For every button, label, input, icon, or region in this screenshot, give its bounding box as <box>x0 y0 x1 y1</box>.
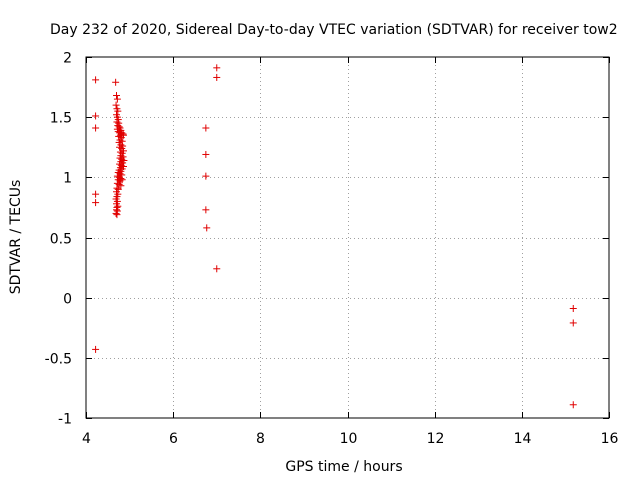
data-point <box>112 78 120 86</box>
x-tick-label: 14 <box>514 431 532 447</box>
data-point <box>569 304 577 312</box>
x-tick-label: 12 <box>427 431 445 447</box>
data-point <box>202 150 210 158</box>
data-point <box>569 401 577 409</box>
data-point <box>92 199 100 207</box>
data-point <box>202 206 210 214</box>
data-point <box>112 209 120 217</box>
data-point <box>202 172 210 180</box>
y-tick-labels: -1 -0.5 0 0.5 1 1.5 2 <box>45 51 72 428</box>
x-tick-label: 16 <box>601 431 619 447</box>
data-point <box>113 211 121 219</box>
data-point <box>119 131 127 139</box>
y-tick-label: 1 <box>63 171 72 187</box>
data-point <box>112 101 120 109</box>
y-tick-label: -1 <box>58 412 72 428</box>
data-point <box>92 76 100 84</box>
data-point <box>113 92 121 100</box>
data-point <box>117 182 125 190</box>
data-point <box>116 160 124 168</box>
y-tick-label: 1.5 <box>50 111 72 127</box>
y-tick-label: 0.5 <box>50 232 72 248</box>
data-point <box>115 181 123 189</box>
data-point <box>203 224 211 232</box>
x-tick-label: 6 <box>169 431 178 447</box>
x-tick-label: 8 <box>256 431 265 447</box>
data-point <box>92 112 100 120</box>
data-point <box>569 319 577 327</box>
y-tick-label: 0 <box>63 292 72 308</box>
data-point <box>92 190 100 198</box>
data-point <box>213 64 221 72</box>
x-tick-label: 4 <box>82 431 91 447</box>
grid-lines <box>86 57 609 418</box>
data-point <box>114 107 122 115</box>
data-points <box>92 64 577 409</box>
axis-ticks <box>86 57 610 419</box>
data-point <box>113 95 121 103</box>
data-point <box>113 118 121 126</box>
x-tick-labels: 4 6 8 10 12 14 16 <box>82 431 618 447</box>
y-axis-label: SDTVAR / TECUs <box>8 180 24 295</box>
data-point <box>213 265 221 273</box>
plot-frame <box>85 56 610 419</box>
data-point <box>213 73 221 81</box>
chart-title: Day 232 of 2020, Sidereal Day-to-day VTE… <box>50 22 618 38</box>
data-point <box>92 124 100 132</box>
data-point <box>92 345 100 353</box>
y-tick-label: 2 <box>63 51 72 67</box>
x-axis-label: GPS time / hours <box>285 459 402 475</box>
y-tick-label: -0.5 <box>45 352 72 368</box>
data-point <box>202 124 210 132</box>
data-point <box>118 176 126 184</box>
x-tick-label: 10 <box>340 431 358 447</box>
data-point <box>116 154 124 162</box>
